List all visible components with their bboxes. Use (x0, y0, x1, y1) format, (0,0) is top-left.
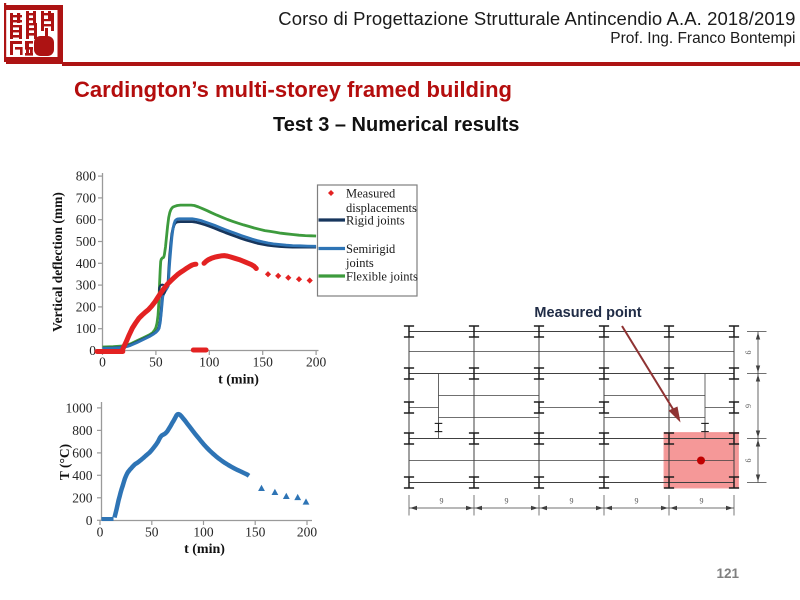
svg-text:6: 6 (744, 351, 753, 355)
svg-text:joints: joints (345, 256, 374, 270)
svg-text:600: 600 (76, 212, 97, 227)
svg-text:200: 200 (76, 299, 97, 314)
svg-text:100: 100 (76, 321, 97, 336)
svg-text:200: 200 (297, 525, 318, 540)
svg-text:800: 800 (72, 423, 93, 438)
svg-text:0: 0 (86, 513, 93, 528)
svg-text:9: 9 (744, 404, 753, 408)
svg-text:200: 200 (306, 355, 327, 370)
svg-text:Rigid joints: Rigid joints (346, 214, 405, 228)
svg-text:800: 800 (76, 169, 97, 184)
svg-text:150: 150 (245, 525, 266, 540)
svg-text:400: 400 (76, 256, 97, 271)
svg-text:150: 150 (253, 355, 274, 370)
svg-text:t (min): t (min) (218, 373, 259, 388)
svg-text:9: 9 (440, 497, 444, 506)
svg-text:100: 100 (193, 525, 214, 540)
svg-text:400: 400 (72, 468, 93, 483)
svg-text:9: 9 (635, 497, 639, 506)
svg-text:0: 0 (99, 355, 106, 370)
svg-text:500: 500 (76, 234, 97, 249)
svg-text:50: 50 (149, 355, 163, 370)
svg-text:6: 6 (744, 459, 753, 463)
svg-text:100: 100 (199, 355, 220, 370)
svg-text:300: 300 (76, 278, 97, 293)
svg-text:9: 9 (700, 497, 704, 506)
svg-text:600: 600 (72, 445, 93, 460)
svg-text:700: 700 (76, 190, 97, 205)
svg-text:200: 200 (72, 490, 93, 505)
svg-text:9: 9 (570, 497, 574, 506)
svg-text:T (°C): T (°C) (57, 444, 72, 480)
svg-text:Measured: Measured (346, 187, 396, 201)
svg-text:0: 0 (97, 525, 104, 540)
svg-text:Flexible joints: Flexible joints (346, 270, 418, 284)
svg-text:Measured point: Measured point (534, 305, 641, 321)
svg-text:displacements: displacements (346, 201, 417, 215)
svg-text:9: 9 (505, 497, 509, 506)
svg-text:t (min): t (min) (184, 542, 225, 557)
svg-text:Vertical deflection (mm): Vertical deflection (mm) (50, 192, 65, 332)
svg-text:Semirigid: Semirigid (346, 242, 396, 256)
svg-text:50: 50 (145, 525, 159, 540)
svg-text:0: 0 (89, 343, 96, 358)
svg-text:1000: 1000 (66, 400, 93, 415)
